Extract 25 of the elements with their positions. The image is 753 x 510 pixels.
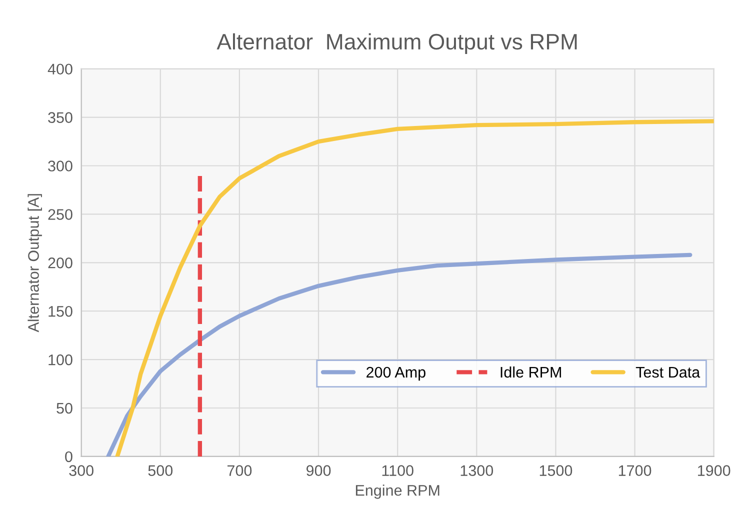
x-tick-label: 500 (148, 465, 173, 476)
legend-label: Test Data (636, 367, 700, 378)
x-tick-label: 1100 (382, 465, 414, 476)
x-tick-label: 1700 (618, 465, 652, 476)
x-tick-label: 900 (306, 465, 331, 476)
x-axis-title: Engine RPM (356, 484, 440, 499)
line-series (115, 119, 714, 456)
x-tick-label: 1900 (698, 465, 730, 476)
y-tick-label: 0 (65, 451, 72, 462)
y-tick-label: 250 (48, 209, 72, 220)
x-tick-label: 300 (69, 465, 94, 476)
x-tick-label: 700 (227, 465, 252, 476)
y-tick-label: 50 (56, 402, 72, 414)
y-tick-label: 350 (48, 112, 72, 123)
chart-title: Alternator Maximum Output vs RPM (216, 33, 577, 54)
y-tick-label: 400 (48, 64, 72, 75)
x-tick-label: 1500 (540, 465, 572, 476)
y-tick-label: 100 (48, 354, 72, 366)
legend-label: 200 Amp (366, 366, 426, 381)
y-axis-title: Alternator Output [A] (28, 194, 42, 332)
y-tick-label: 300 (48, 160, 72, 172)
y-tick-label: 200 (48, 258, 72, 268)
x-tick-label: 1300 (460, 465, 494, 476)
legend-label: Idle RPM (500, 366, 561, 378)
y-tick-label: 150 (48, 306, 72, 317)
